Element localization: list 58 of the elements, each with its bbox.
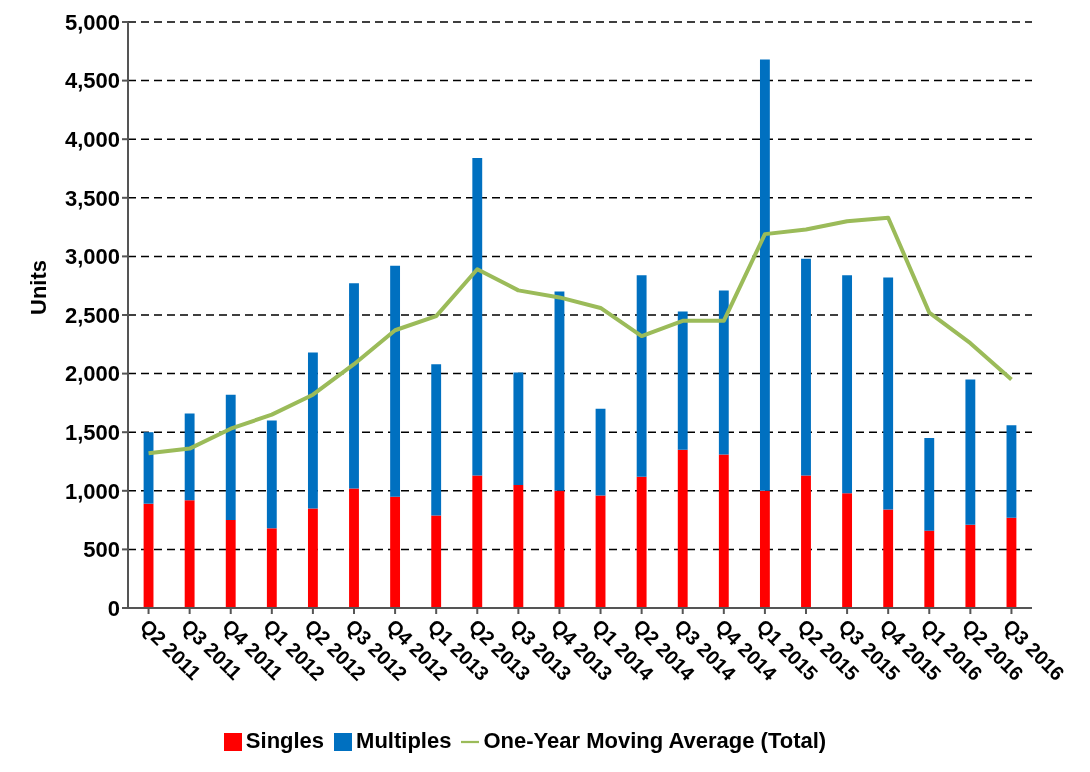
bar: [431, 364, 442, 516]
legend-label: Multiples: [356, 728, 452, 753]
y-tick-label: 5,000: [64, 9, 120, 35]
y-tick-label: 1,000: [64, 478, 120, 504]
bar: [307, 508, 318, 608]
bar: [595, 495, 606, 608]
bar: [883, 277, 894, 510]
y-axis-title: Units: [25, 260, 51, 315]
bar: [349, 283, 359, 489]
bar: [1006, 517, 1017, 608]
bar: [842, 275, 853, 494]
bar: [349, 488, 359, 608]
bar: [595, 408, 606, 496]
bar: [924, 530, 935, 608]
bar: [431, 515, 442, 608]
bar: [307, 352, 318, 509]
y-tick-label: 500: [83, 537, 120, 563]
bar: [143, 503, 154, 608]
bar: [225, 520, 236, 608]
bar: [636, 476, 647, 608]
bar: [759, 490, 770, 608]
y-tick-label: 2,500: [64, 302, 120, 328]
line-series: [146, 215, 1014, 456]
y-tick-label: 3,500: [64, 185, 120, 211]
bar: [390, 496, 401, 608]
bar: [1006, 425, 1017, 518]
bar: [677, 311, 688, 450]
bar: [225, 394, 236, 521]
bar: [184, 500, 195, 608]
bar: [266, 528, 277, 608]
y-tick-label: 0: [107, 595, 120, 621]
bar: [883, 509, 894, 608]
legend-label: One-Year Moving Average (Total): [483, 728, 827, 753]
bar: [759, 59, 770, 491]
bar: [718, 290, 729, 455]
bar: [513, 372, 524, 485]
bar: [472, 475, 483, 608]
y-tick-label: 2,000: [64, 361, 120, 387]
y-tick-label: 4,000: [64, 127, 120, 153]
bar: [801, 475, 811, 608]
bar: [554, 490, 565, 608]
y-tick-label: 1,500: [64, 420, 120, 446]
bar: [390, 265, 401, 497]
legend-label: Singles: [245, 728, 325, 753]
bar: [718, 454, 729, 608]
bar: [801, 258, 811, 476]
bar: [677, 449, 688, 608]
bar: [184, 413, 195, 501]
bar: [965, 379, 976, 525]
bar: [636, 275, 647, 477]
bar: [472, 157, 483, 476]
y-tick-label: 3,000: [64, 244, 120, 270]
bar: [842, 493, 853, 608]
y-tick-label: 4,500: [64, 68, 120, 94]
bar: [513, 484, 524, 608]
bar: [965, 524, 976, 608]
bar: [266, 420, 277, 529]
bar: [924, 438, 935, 531]
